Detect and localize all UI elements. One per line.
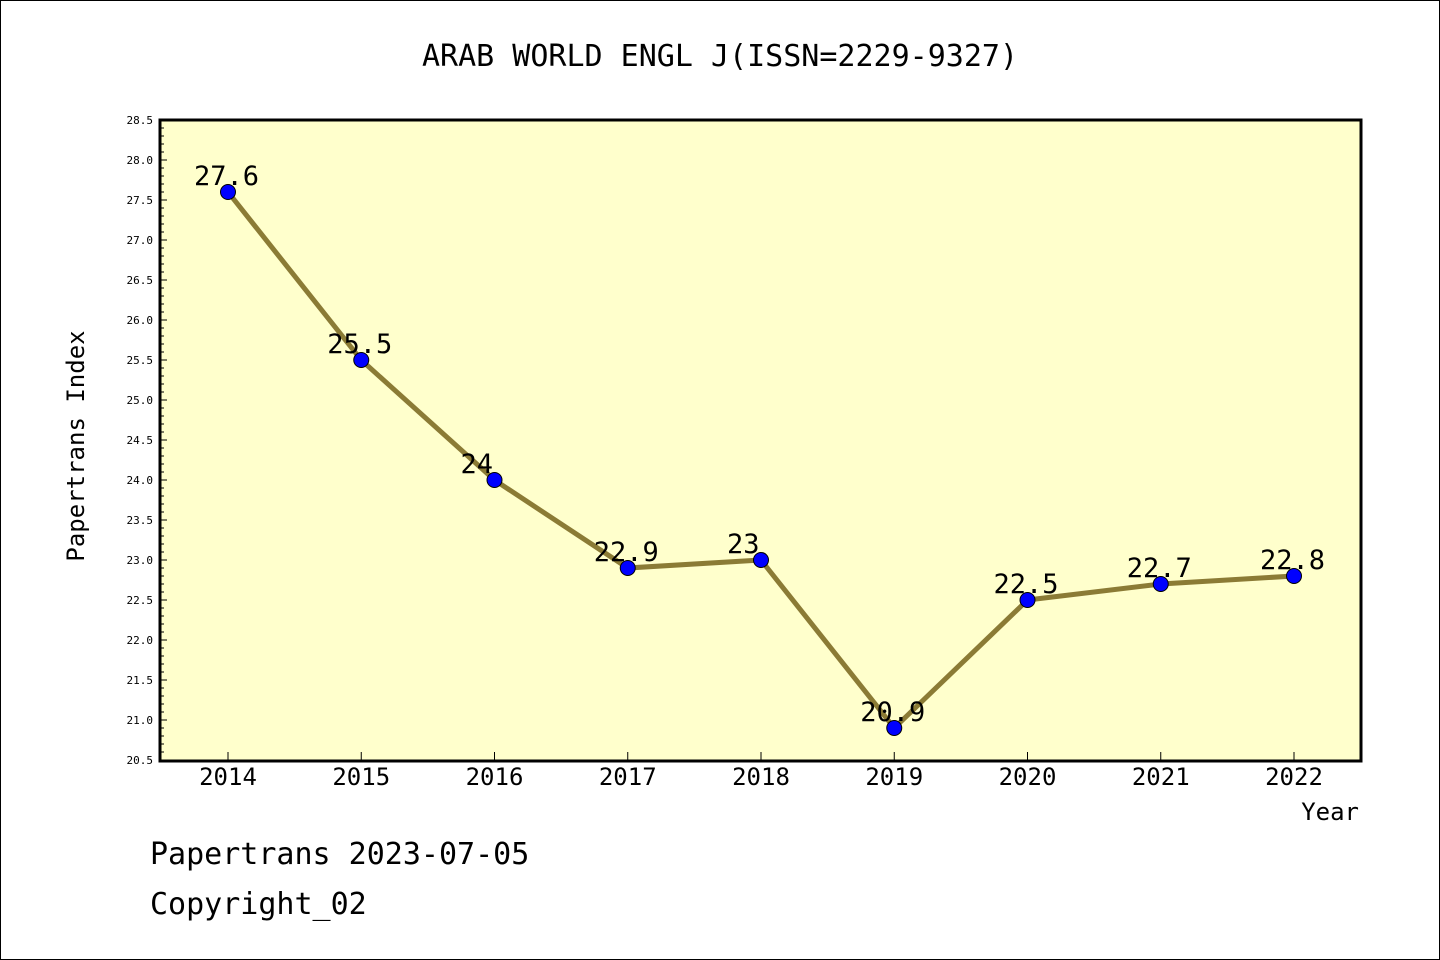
x-tick-label: 2017 <box>599 763 657 791</box>
data-label: 22.7 <box>1127 553 1192 584</box>
data-point <box>886 720 903 736</box>
footer-copyright: Copyright_02 <box>150 887 367 922</box>
y-tick-label: 27.5 <box>127 194 154 207</box>
y-tick-label: 24.0 <box>127 474 154 487</box>
y-tick-label: 23.0 <box>127 554 154 567</box>
x-tick-label: 2018 <box>732 763 790 791</box>
y-tick-label: 24.5 <box>127 434 154 447</box>
data-label: 23 <box>727 529 760 560</box>
x-tick-label: 2021 <box>1132 763 1190 791</box>
x-tick-label: 2016 <box>466 763 524 791</box>
data-label: 25.5 <box>327 329 392 360</box>
y-tick-label: 22.0 <box>127 634 154 647</box>
series-markers <box>220 184 1302 736</box>
x-axis: 2014 2015 2016 2017 2018 2019 2020 2021 2022 <box>199 752 1323 791</box>
x-tick-label: 2020 <box>999 763 1057 791</box>
y-tick-label: 22.5 <box>127 594 154 607</box>
y-tick-label: 25.5 <box>127 354 154 367</box>
data-point <box>1019 592 1036 608</box>
y-tick-label: 26.0 <box>127 314 154 327</box>
x-tick-label: 2015 <box>332 763 390 791</box>
x-tick-label: 2014 <box>199 763 257 791</box>
data-labels: 27.6 25.5 24 22.9 23 20.9 22.5 22.7 22.8 <box>194 161 1325 728</box>
data-label: 20.9 <box>860 697 925 728</box>
x-tick-label: 2022 <box>1265 763 1323 791</box>
data-label: 22.9 <box>594 537 659 568</box>
data-point <box>753 552 769 568</box>
data-point <box>486 472 503 488</box>
chart-title: ARAB WORLD ENGL J(ISSN=2229-9327) <box>422 39 1018 74</box>
data-label: 27.6 <box>194 161 259 192</box>
y-tick-label: 23.5 <box>127 514 154 527</box>
y-tick-label: 27.0 <box>127 234 154 247</box>
y-tick-label: 26.5 <box>127 274 154 287</box>
y-axis: 20.5 21.0 21.5 22.0 22.5 23.0 23.5 24.0 24.5 25.0… <box>127 114 167 767</box>
y-tick-label: 21.5 <box>127 674 154 687</box>
data-point <box>1286 568 1302 584</box>
plot-area <box>158 118 1363 763</box>
data-point <box>1152 576 1169 592</box>
data-point <box>353 352 370 368</box>
x-axis-label: Year <box>1301 798 1359 826</box>
data-label: 24 <box>461 449 494 480</box>
data-label: 22.8 <box>1260 545 1325 576</box>
y-tick-label: 25.0 <box>127 394 154 407</box>
y-tick-label: 28.5 <box>127 114 154 127</box>
y-tick-label: 21.0 <box>127 714 154 727</box>
data-point <box>619 560 636 576</box>
footer-date: Papertrans 2023-07-05 <box>150 837 529 872</box>
y-axis-label: Papertrans Index <box>62 330 90 561</box>
data-point <box>220 184 236 200</box>
y-tick-label: 28.0 <box>127 154 154 167</box>
x-tick-label: 2019 <box>865 763 923 791</box>
data-label: 22.5 <box>994 569 1059 600</box>
y-tick-label: 20.5 <box>127 754 154 767</box>
